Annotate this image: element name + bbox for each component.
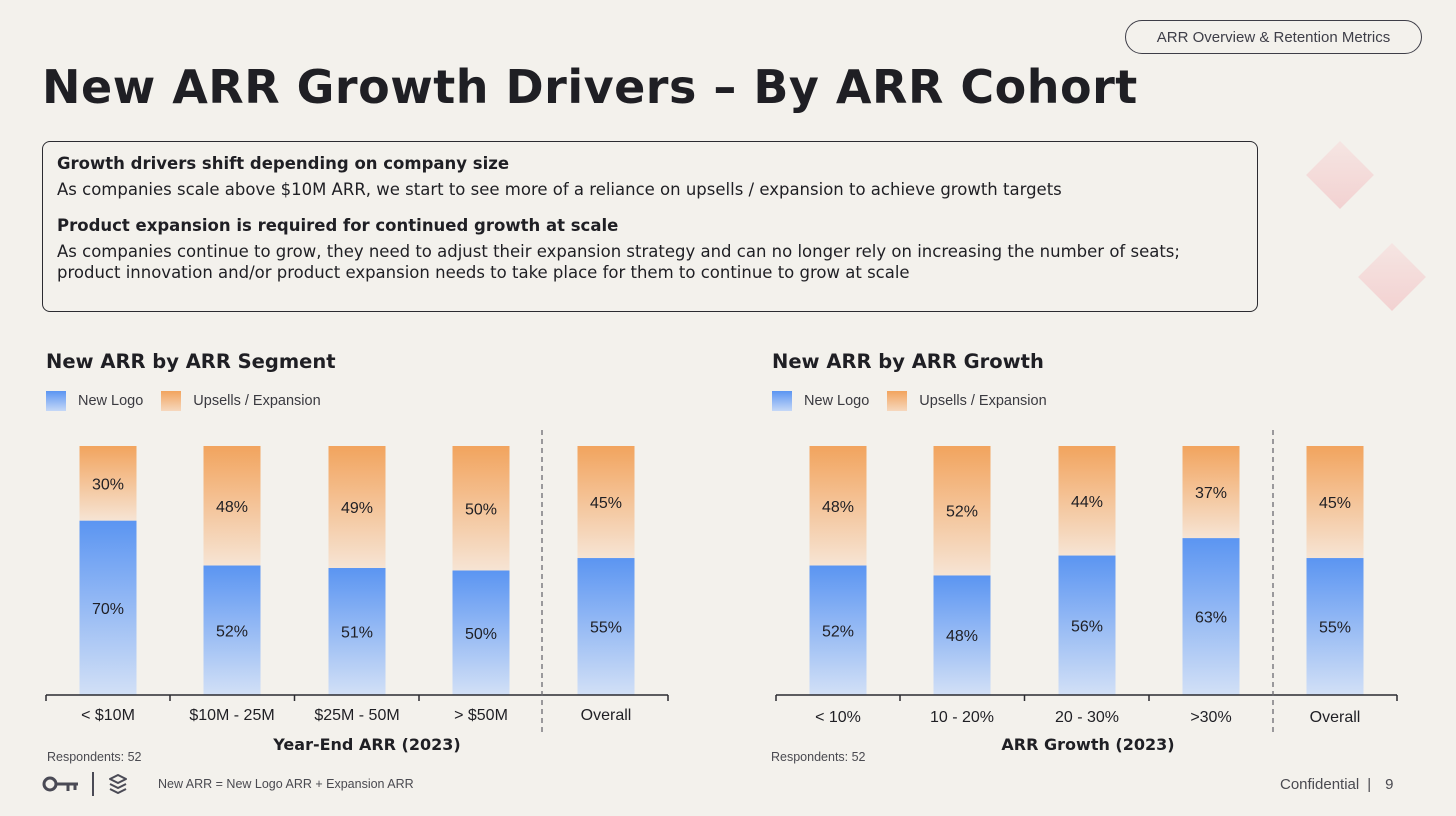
data-label-upsells: 52%: [946, 504, 978, 521]
category-tick-label: $25M - 50M: [314, 707, 399, 724]
legend-swatch-new-logo: [772, 391, 792, 411]
bar-new-logo: [79, 520, 137, 695]
data-label-upsells: 45%: [1319, 495, 1351, 512]
bar-upsells: [809, 446, 867, 566]
stack-logo-icon: [108, 774, 127, 794]
category-tick-label: < $10M: [81, 707, 135, 724]
bar-new-logo: [203, 565, 261, 695]
legend-swatch-upsells: [161, 391, 182, 411]
bar-new-logo: [1182, 538, 1240, 695]
data-label-upsells: 30%: [92, 476, 124, 493]
data-label-new-logo: 52%: [216, 623, 248, 640]
chart-segment: 30% 70% < $10M 48% 52% $10M - 25M 49% 51% $25M -…: [45, 430, 669, 754]
insight-heading-1: Growth drivers shift depending on compan…: [57, 154, 510, 173]
x-axis-title: Year-End ARR (2023): [272, 735, 460, 754]
data-label-upsells: 37%: [1195, 485, 1227, 502]
bar-upsells: [933, 446, 991, 576]
bar-upsells: [577, 446, 635, 559]
data-label-new-logo: 51%: [341, 625, 373, 642]
category-tick-label: >30%: [1190, 709, 1231, 726]
bar-upsells: [1306, 446, 1364, 559]
bar-new-logo: [809, 565, 867, 695]
respondents-growth: Respondents: 52: [771, 750, 866, 764]
footer-logos: [42, 772, 130, 796]
data-label-new-logo: 63%: [1195, 610, 1227, 627]
bar-upsells: [452, 446, 510, 571]
footer-formula: New ARR = New Logo ARR + Expansion ARR: [158, 777, 414, 791]
data-label-new-logo: 48%: [946, 628, 978, 645]
bar-new-logo: [452, 570, 510, 695]
bar-upsells: [1058, 446, 1116, 556]
bar-upsells: [203, 446, 261, 566]
insight-body-2: As companies continue to grow, they need…: [57, 242, 1180, 282]
legend-item-upsells: Upsells / Expansion: [161, 391, 321, 411]
x-axis-title: ARR Growth (2023): [1001, 735, 1174, 754]
chart-growth: 48% 52% < 10% 52% 48% 10 - 20% 44% 56% 20 - 30% 3…: [775, 430, 1398, 754]
data-label-new-logo: 56%: [1071, 618, 1103, 635]
logo-divider: [92, 772, 94, 796]
bar-upsells: [1182, 446, 1240, 539]
legend-label-upsells: Upsells / Expansion: [919, 393, 1047, 409]
chart-title-segment: New ARR by ARR Segment: [46, 350, 336, 373]
data-label-new-logo: 55%: [1319, 620, 1351, 637]
category-tick-label: $10M - 25M: [189, 707, 274, 724]
data-label-upsells: 50%: [465, 501, 497, 518]
key-icon: [42, 776, 78, 792]
bar-upsells: [328, 446, 386, 569]
footer-confidential: Confidential | 9: [1280, 776, 1393, 793]
category-tick-label: Overall: [1310, 709, 1361, 726]
data-label-upsells: 49%: [341, 500, 373, 517]
bar-new-logo: [1058, 555, 1116, 695]
data-label-new-logo: 50%: [465, 626, 497, 643]
category-tick-label: 20 - 30%: [1055, 709, 1119, 726]
insight-heading-2: Product expansion is required for contin…: [57, 216, 619, 235]
data-label-upsells: 44%: [1071, 494, 1103, 511]
respondents-segment: Respondents: 52: [47, 750, 142, 764]
data-label-new-logo: 70%: [92, 601, 124, 618]
data-label-new-logo: 52%: [822, 623, 854, 640]
legend-swatch-upsells: [887, 391, 908, 411]
legend-item-upsells: Upsells / Expansion: [887, 391, 1047, 411]
category-tick-label: Overall: [581, 707, 632, 724]
legend-item-new-logo: New Logo: [772, 391, 869, 411]
category-tick-label: > $50M: [454, 707, 508, 724]
data-label-new-logo: 55%: [590, 620, 622, 637]
insight-body-1: As companies scale above $10M ARR, we st…: [57, 180, 1062, 199]
legend-label-upsells: Upsells / Expansion: [193, 393, 321, 409]
bar-new-logo: [1306, 558, 1364, 695]
bar-new-logo: [933, 575, 991, 695]
bar-new-logo: [328, 568, 386, 695]
legend-item-new-logo: New Logo: [46, 391, 143, 411]
page-number: 9: [1385, 776, 1394, 793]
page-title: New ARR Growth Drivers – By ARR Cohort: [42, 60, 1138, 114]
legend-growth: New Logo Upsells / Expansion: [772, 391, 1065, 411]
data-label-upsells: 48%: [822, 499, 854, 516]
legend-label-new-logo: New Logo: [804, 393, 870, 409]
section-label-pill: ARR Overview & Retention Metrics: [1125, 20, 1422, 54]
data-label-upsells: 48%: [216, 499, 248, 516]
chart-title-growth: New ARR by ARR Growth: [772, 350, 1044, 373]
insights-box: Growth drivers shift depending on compan…: [42, 141, 1258, 312]
category-tick-label: 10 - 20%: [930, 709, 994, 726]
category-tick-label: < 10%: [815, 709, 861, 726]
bar-upsells: [79, 446, 137, 521]
legend-label-new-logo: New Logo: [78, 393, 144, 409]
legend-segment: New Logo Upsells / Expansion: [46, 391, 339, 411]
footer-separator: |: [1367, 776, 1372, 793]
legend-swatch-new-logo: [46, 391, 66, 411]
confidential-label: Confidential: [1280, 776, 1360, 793]
data-label-upsells: 45%: [590, 495, 622, 512]
bar-new-logo: [577, 558, 635, 695]
